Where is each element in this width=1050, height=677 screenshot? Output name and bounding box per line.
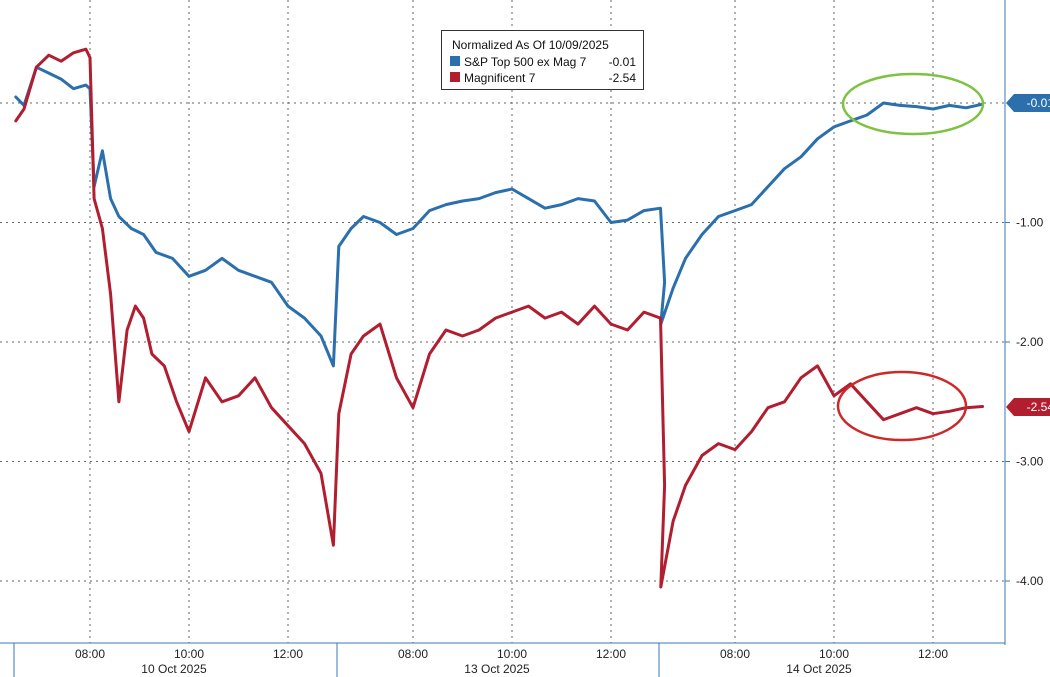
x-tick-label: 12:00 xyxy=(596,647,626,661)
legend-label-sp: S&P Top 500 ex Mag 7 xyxy=(464,55,587,69)
highlight-ellipse xyxy=(836,370,968,442)
legend-label-mag7: Magnificent 7 xyxy=(464,71,536,85)
session-date-label: 14 Oct 2025 xyxy=(786,662,852,676)
annotations xyxy=(836,72,985,442)
x-tick-labels: 08:00 10:00 12:00 08:00 10:00 12:00 08:00 10:00… xyxy=(75,647,948,676)
y-tick-label: -2.00 xyxy=(1016,335,1044,349)
grid xyxy=(0,0,1005,677)
x-tick-label: 12:00 xyxy=(273,647,303,661)
session-date-label: 13 Oct 2025 xyxy=(464,662,530,676)
session-date-label: 10 Oct 2025 xyxy=(141,662,207,676)
y-tick-label: -4.00 xyxy=(1016,574,1044,588)
x-tick-label: 12:00 xyxy=(918,647,948,661)
legend-value-mag7: -2.54 xyxy=(608,71,636,85)
x-tick-label: 10:00 xyxy=(497,647,527,661)
legend-swatch-sp xyxy=(450,56,460,66)
legend-swatch-mag7 xyxy=(450,72,460,82)
y-tick-labels: -1.00 -2.00 -3.00 -4.00 xyxy=(1005,216,1044,588)
series-line xyxy=(14,65,984,368)
legend-item-mag7: Magnificent 7 -2.54 xyxy=(450,71,640,85)
series-line xyxy=(14,47,984,589)
legend-item-sp: S&P Top 500 ex Mag 7 -0.01 xyxy=(450,55,640,69)
legend: Normalized As Of 10/09/2025 S&P Top 500 … xyxy=(441,30,644,90)
last-value-tag-sp: -0.01 xyxy=(1006,94,1050,112)
x-tick-label: 10:00 xyxy=(174,647,204,661)
x-tick-label: 08:00 xyxy=(75,647,105,661)
last-value-tag-mag7: -2.54 xyxy=(1006,398,1050,416)
highlight-ellipse xyxy=(841,72,985,136)
x-tick-label: 08:00 xyxy=(720,647,750,661)
x-tick-label: 10:00 xyxy=(819,647,849,661)
legend-title: Normalized As Of 10/09/2025 xyxy=(452,38,609,52)
y-tick-label: -1.00 xyxy=(1016,216,1044,230)
axes xyxy=(0,0,1006,645)
y-tick-label: -3.00 xyxy=(1016,455,1044,469)
series-lines xyxy=(14,47,984,589)
legend-value-sp: -0.01 xyxy=(608,55,636,69)
x-tick-label: 08:00 xyxy=(398,647,428,661)
